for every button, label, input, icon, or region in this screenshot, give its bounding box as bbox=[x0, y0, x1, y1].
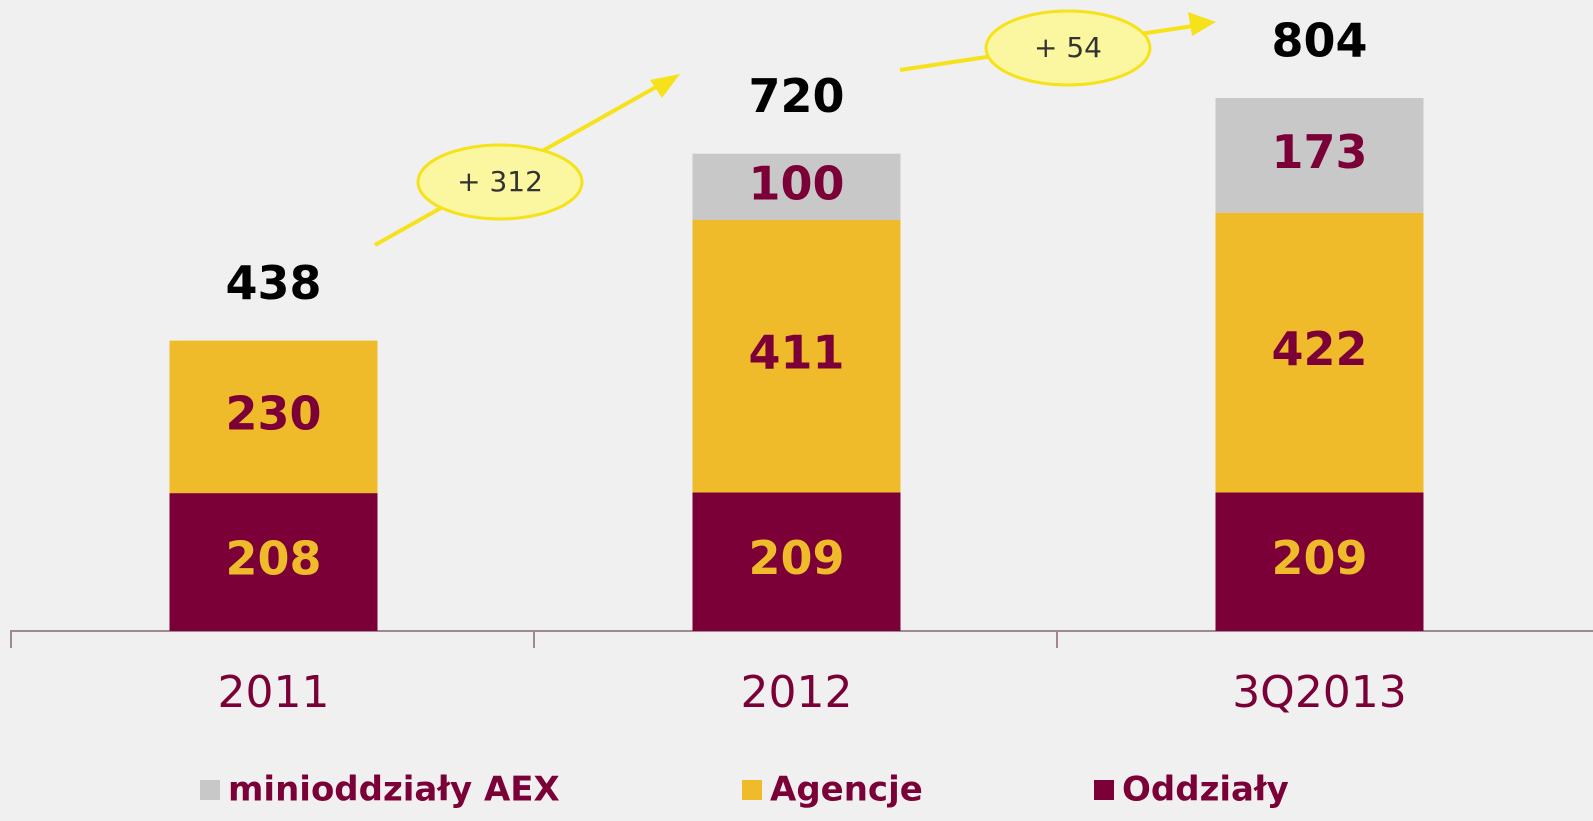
legend-swatch bbox=[1094, 780, 1114, 800]
bar-segment bbox=[169, 493, 378, 631]
x-tick-label: 3Q2013 bbox=[1232, 667, 1407, 718]
growth-arrow: + 312 bbox=[374, 74, 680, 247]
total-label: 804 bbox=[1271, 14, 1367, 68]
x-tick-label: 2011 bbox=[218, 667, 330, 718]
bar-segment bbox=[1215, 492, 1424, 631]
annotation: + 54 bbox=[1034, 31, 1102, 64]
growth-arrow: + 54 bbox=[899, 9, 1216, 87]
x-tick-label: 2012 bbox=[741, 667, 853, 718]
bar-segment bbox=[692, 153, 901, 220]
value-label: 411 bbox=[748, 326, 844, 380]
bar-segment bbox=[692, 219, 901, 493]
legend-label: Agencje bbox=[770, 770, 923, 810]
value-label: 422 bbox=[1271, 322, 1367, 376]
bar-segment bbox=[1215, 98, 1424, 213]
legend-swatch bbox=[200, 780, 220, 800]
value-label: 208 bbox=[225, 532, 321, 586]
value-label: 100 bbox=[748, 156, 844, 210]
value-label: 209 bbox=[748, 531, 844, 585]
legend-label: minioddziały AEX bbox=[228, 770, 560, 810]
legend-swatch bbox=[742, 780, 762, 800]
total-label: 720 bbox=[748, 69, 844, 123]
total-label: 438 bbox=[225, 256, 321, 310]
bar-segment bbox=[1215, 212, 1424, 493]
annotation: + 312 bbox=[457, 165, 543, 198]
legend-label: Oddziały bbox=[1122, 770, 1289, 810]
bar-segment bbox=[169, 340, 378, 494]
bar-segment bbox=[692, 492, 901, 631]
value-label: 230 bbox=[225, 386, 321, 440]
value-label: 173 bbox=[1271, 125, 1367, 179]
value-label: 209 bbox=[1271, 531, 1367, 585]
